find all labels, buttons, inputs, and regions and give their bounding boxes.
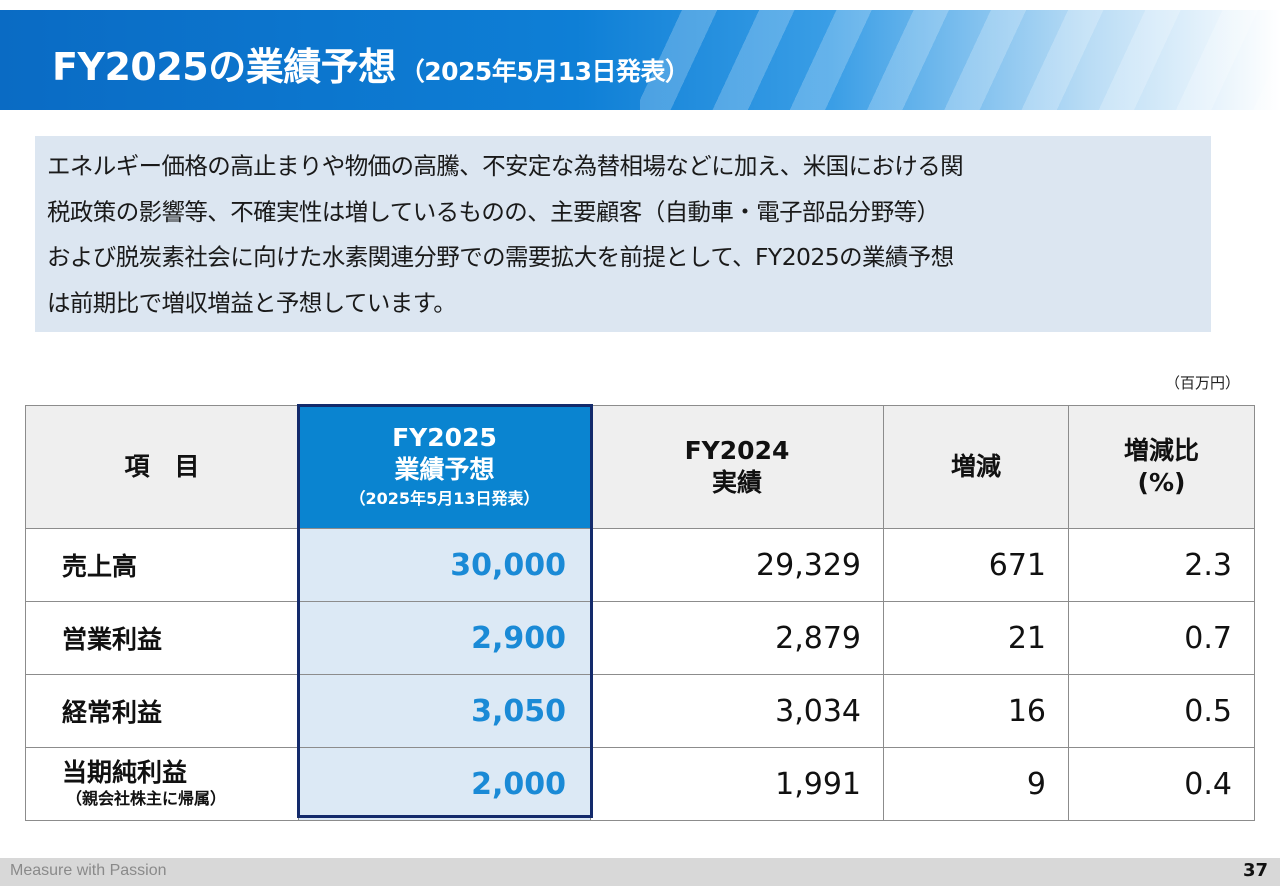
header-fy2024-actual: FY2024 実績: [590, 405, 884, 529]
header-fy2025-line2: 業績予想: [394, 455, 495, 484]
cell-change: 9: [883, 747, 1069, 821]
page-number: 37: [1242, 860, 1268, 881]
cell-ratio: 2.3: [1068, 528, 1255, 602]
row-label-text: 営業利益: [62, 625, 163, 654]
row-label-text: 当期純利益: [62, 758, 188, 787]
row-label-text: 経常利益: [62, 698, 163, 727]
cell-change: 16: [883, 674, 1069, 748]
forecast-table: 項 目 FY2025 業績予想 （2025年5月13日発表） FY2024 実績…: [25, 405, 1255, 821]
cell-fy2025: 2,000: [298, 747, 591, 821]
header-change-ratio: 増減比 (%): [1068, 405, 1255, 529]
row-label-note: （親会社株主に帰属）: [66, 789, 227, 808]
row-label: 当期純利益 （親会社株主に帰属）: [25, 747, 299, 821]
header-fy2025-line1: FY2025: [392, 423, 497, 452]
table-row: 当期純利益 （親会社株主に帰属） 2,000 1,991 9 0.4: [25, 747, 1255, 821]
row-label: 営業利益: [25, 601, 299, 675]
intro-line: は前期比で増収増益と予想しています。: [47, 288, 457, 317]
cell-fy2024: 2,879: [590, 601, 884, 675]
cell-fy2024: 1,991: [590, 747, 884, 821]
cell-ratio: 0.5: [1068, 674, 1255, 748]
header-fy2024-line2: 実績: [711, 468, 762, 497]
header-fy2024-line1: FY2024: [684, 436, 790, 465]
intro-line: 税政策の影響等、不確実性は増しているものの、主要顧客（自動車・電子部品分野等）: [47, 197, 940, 226]
page-title-main: FY2025の業績予想: [52, 45, 396, 89]
intro-box: エネルギー価格の高止まりや物価の高騰、不安定な為替相場などに加え、米国における関…: [35, 136, 1211, 332]
header-fy2025-line3: （2025年5月13日発表）: [349, 489, 540, 508]
intro-line: および脱炭素社会に向けた水素関連分野での需要拡大を前提として、FY2025の業績…: [47, 243, 954, 271]
header-ratio-line1: 増減比: [1123, 436, 1199, 465]
table-header-row: 項 目 FY2025 業績予想 （2025年5月13日発表） FY2024 実績…: [25, 405, 1255, 529]
row-label-text: 売上高: [62, 552, 138, 581]
table-row: 経常利益 3,050 3,034 16 0.5: [25, 674, 1255, 748]
page-title: FY2025の業績予想 （2025年5月13日発表）: [52, 36, 690, 91]
row-label: 経常利益: [25, 674, 299, 748]
header-fy2025-forecast: FY2025 業績予想 （2025年5月13日発表）: [298, 405, 591, 529]
cell-ratio: 0.7: [1068, 601, 1255, 675]
cell-fy2025: 30,000: [298, 528, 591, 602]
row-label: 売上高: [25, 528, 299, 602]
cell-fy2024: 29,329: [590, 528, 884, 602]
cell-ratio: 0.4: [1068, 747, 1255, 821]
cell-fy2024: 3,034: [590, 674, 884, 748]
title-banner: FY2025の業績予想 （2025年5月13日発表）: [0, 10, 1280, 110]
header-item: 項 目: [25, 405, 299, 529]
footer-bar: Measure with Passion 37: [0, 858, 1280, 886]
intro-line: エネルギー価格の高止まりや物価の高騰、不安定な為替相場などに加え、米国における関: [47, 152, 964, 180]
table-row: 売上高 30,000 29,329 671 2.3: [25, 528, 1255, 602]
page-title-sub: （2025年5月13日発表）: [399, 57, 690, 86]
footer-slogan: Measure with Passion: [10, 862, 167, 879]
banner-stripes: [640, 10, 1280, 110]
cell-fy2025: 2,900: [298, 601, 591, 675]
cell-change: 671: [883, 528, 1069, 602]
table-row: 営業利益 2,900 2,879 21 0.7: [25, 601, 1255, 675]
cell-fy2025: 3,050: [298, 674, 591, 748]
header-change: 増減: [883, 405, 1069, 529]
cell-change: 21: [883, 601, 1069, 675]
header-ratio-line2: (%): [1137, 468, 1186, 497]
unit-label: （百万円）: [1164, 374, 1240, 392]
